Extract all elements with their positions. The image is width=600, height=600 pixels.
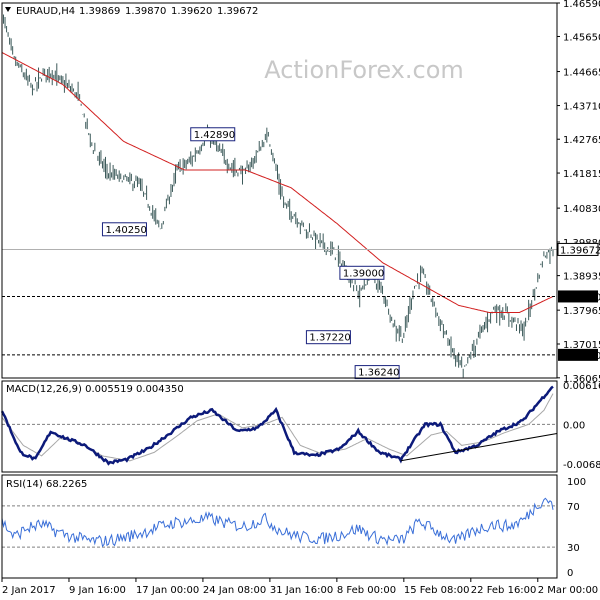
ohlc-value: 1.39620	[171, 6, 212, 17]
level-price-label: 1.36710	[560, 351, 600, 362]
chart-symbol-label: EURAUD,H4	[16, 6, 75, 17]
ohlc-value: 1.39672	[217, 6, 258, 17]
rsi-y-tick-label: 30	[567, 543, 580, 554]
macd-y-tick-label: 0.00	[563, 420, 585, 431]
ohlc-value: 1.39869	[79, 6, 120, 17]
macd-y-tick-label: -0.006838	[563, 460, 600, 471]
macd-signal-line	[1, 393, 554, 462]
price-annotation-label: 1.36240	[358, 368, 399, 379]
x-tick-label: 31 Jan 16:00	[270, 585, 333, 596]
price-annotation-label: 1.40250	[105, 225, 146, 236]
panel-frame	[1, 2, 558, 379]
x-tick-label: 9 Jan 16:00	[69, 585, 126, 596]
ohlc-value: 1.39870	[125, 6, 166, 17]
macd-panel: MACD(12,26,9) 0.005519 0.004350 0.006169 0…	[0, 381, 600, 471]
rsi-y-tick-label: 100	[567, 477, 586, 488]
macd-trendline	[400, 433, 558, 462]
y-tick-label: 1.46590	[563, 0, 600, 10]
price-annotation-box	[305, 330, 351, 345]
y-tick-label: 1.42765	[563, 135, 600, 146]
price-annotation-box	[354, 365, 400, 380]
x-tick-label: 2 Jan 2017	[2, 585, 56, 596]
current-price-label: 1.39672	[560, 245, 600, 256]
rsi-y-tick-label: 0	[567, 568, 573, 579]
y-tick-label: 1.37965	[563, 306, 600, 317]
panel-frame	[1, 474, 558, 579]
macd-main-line	[0, 385, 554, 466]
y-tick-label: 1.44665	[563, 68, 600, 79]
rsi-line	[1, 497, 554, 548]
price-annotation-box	[339, 265, 385, 280]
price-annotation-label: 1.42890	[194, 130, 235, 141]
dropdown-triangle-icon	[5, 7, 11, 12]
price-annotation-box	[101, 222, 147, 237]
x-tick-label: 22 Feb 16:00	[471, 585, 537, 596]
y-tick-label: 1.37015	[563, 340, 600, 351]
rsi-panel: RSI(14) 68.2265 100 70 30 0	[1, 477, 586, 579]
y-tick-label: 1.43710	[563, 102, 600, 113]
rsi-y-tick-label: 70	[567, 502, 580, 513]
y-tick-label: 1.40830	[563, 204, 600, 215]
current-price-tag	[557, 242, 599, 256]
x-tick-label: 15 Feb 08:00	[404, 585, 470, 596]
level-price-tag	[558, 348, 598, 361]
panel-frame	[1, 380, 558, 473]
watermark-text: ActionForex.com	[264, 56, 464, 84]
x-tick-label: 17 Jan 00:00	[136, 585, 199, 596]
x-tick-label: 24 Jan 08:00	[203, 585, 266, 596]
y-tick-label: 1.38935	[563, 272, 600, 283]
price-annotation-box	[190, 127, 236, 142]
level-price-label: 1.38350	[560, 292, 600, 303]
macd-y-tick-label: 0.006169	[563, 381, 600, 392]
y-tick-label: 1.41815	[563, 169, 600, 180]
rsi-label: RSI(14) 68.2265	[6, 479, 87, 490]
x-tick-label: 8 Feb 00:00	[337, 585, 396, 596]
macd-label: MACD(12,26,9) 0.005519 0.004350	[6, 384, 184, 395]
time-axis: 2 Jan 2017 9 Jan 16:00 17 Jan 00:00 24 Jan …	[1, 578, 598, 596]
main-price-panel: ActionForex.com EURAUD,H4 1.39869 1.39870 1.…	[1, 0, 600, 385]
price-annotation-label: 1.39000	[343, 268, 384, 279]
y-tick-label: 1.36065	[563, 374, 600, 385]
level-price-tag	[558, 290, 598, 303]
x-tick-label: 2 Mar 00:00	[538, 585, 598, 596]
moving-average-line	[1, 52, 554, 313]
y-tick-label: 1.45650	[563, 32, 600, 43]
price-annotation-label: 1.37220	[309, 333, 350, 344]
